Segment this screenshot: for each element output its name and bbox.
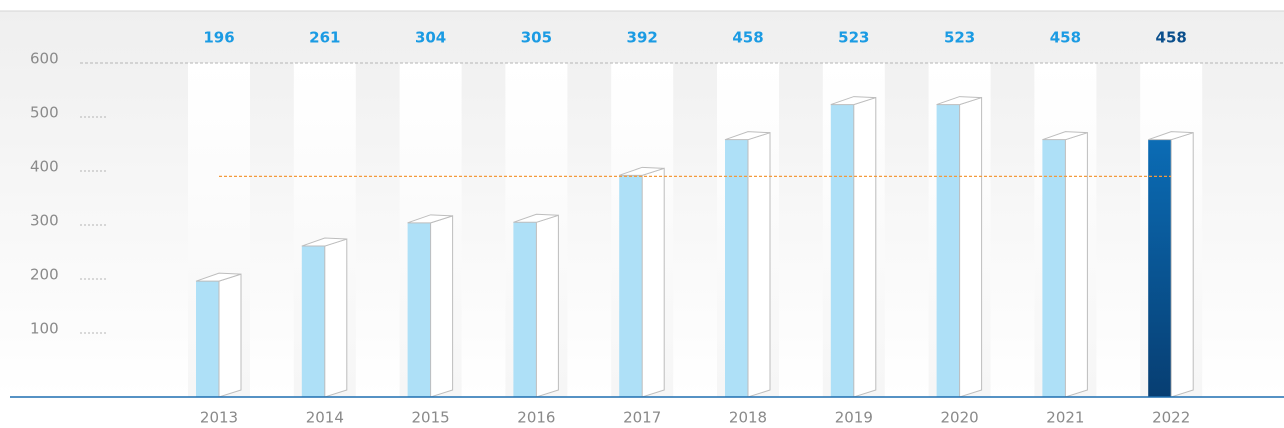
value-label: 458 [732,29,763,47]
bar-front [936,104,960,397]
bar-top [830,96,876,106]
bar-front [725,139,748,397]
bar-top [513,213,559,223]
x-tick-label: 2018 [729,409,767,427]
bar-front [301,246,325,397]
x-tick-label: 2022 [1152,409,1190,427]
bar-side [1064,131,1088,398]
x-tick-label: 2013 [200,409,238,427]
bar-side [430,215,454,398]
bar-top [724,131,771,141]
bar-side [218,273,242,398]
bar-top [407,214,453,224]
bar-front [830,104,854,397]
value-label: 196 [203,29,234,47]
y-tick-label: 100 [30,320,59,338]
bar-top [1042,131,1088,141]
bar-side [641,167,665,398]
bar-front [407,222,431,397]
y-tick-label: 600 [30,50,59,68]
bar-front [619,175,643,397]
x-tick-label: 2021 [1046,409,1084,427]
x-tick-label: 2016 [517,409,555,427]
bar-side [853,96,877,398]
bar-side [535,214,559,398]
bar-top [195,272,242,282]
value-label: 458 [1050,29,1081,47]
bar-front [1148,139,1172,397]
value-label: 392 [627,29,658,47]
bar-front [1042,139,1066,397]
value-label: 523 [944,29,975,47]
bar-top [1148,131,1194,141]
x-tick-label: 2017 [623,409,661,427]
x-tick-label: 2014 [306,409,344,427]
x-tick-label: 2015 [412,409,450,427]
bar-side [747,131,771,398]
value-label: 458 [1156,29,1187,47]
y-tick-label: 400 [30,158,59,176]
bar-front [196,281,219,397]
y-tick-label: 300 [30,212,59,230]
bar-side [324,238,348,398]
bar-front [513,222,537,397]
x-tick-label: 2020 [941,409,979,427]
value-label: 523 [838,29,869,47]
y-tick-label: 500 [30,104,59,122]
x-tick-label: 2019 [835,409,873,427]
bar-top [301,237,347,247]
bar-side [959,96,983,398]
value-label: 304 [415,29,446,47]
value-label: 261 [309,29,340,47]
bar-top [619,166,665,176]
value-label: 305 [521,29,552,47]
bar-top [936,96,982,106]
y-tick-label: 200 [30,266,59,284]
bar-side [1170,131,1194,398]
